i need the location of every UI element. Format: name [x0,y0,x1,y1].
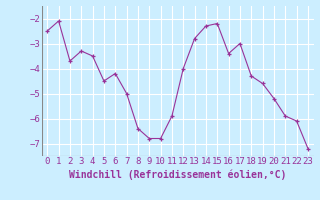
X-axis label: Windchill (Refroidissement éolien,°C): Windchill (Refroidissement éolien,°C) [69,169,286,180]
